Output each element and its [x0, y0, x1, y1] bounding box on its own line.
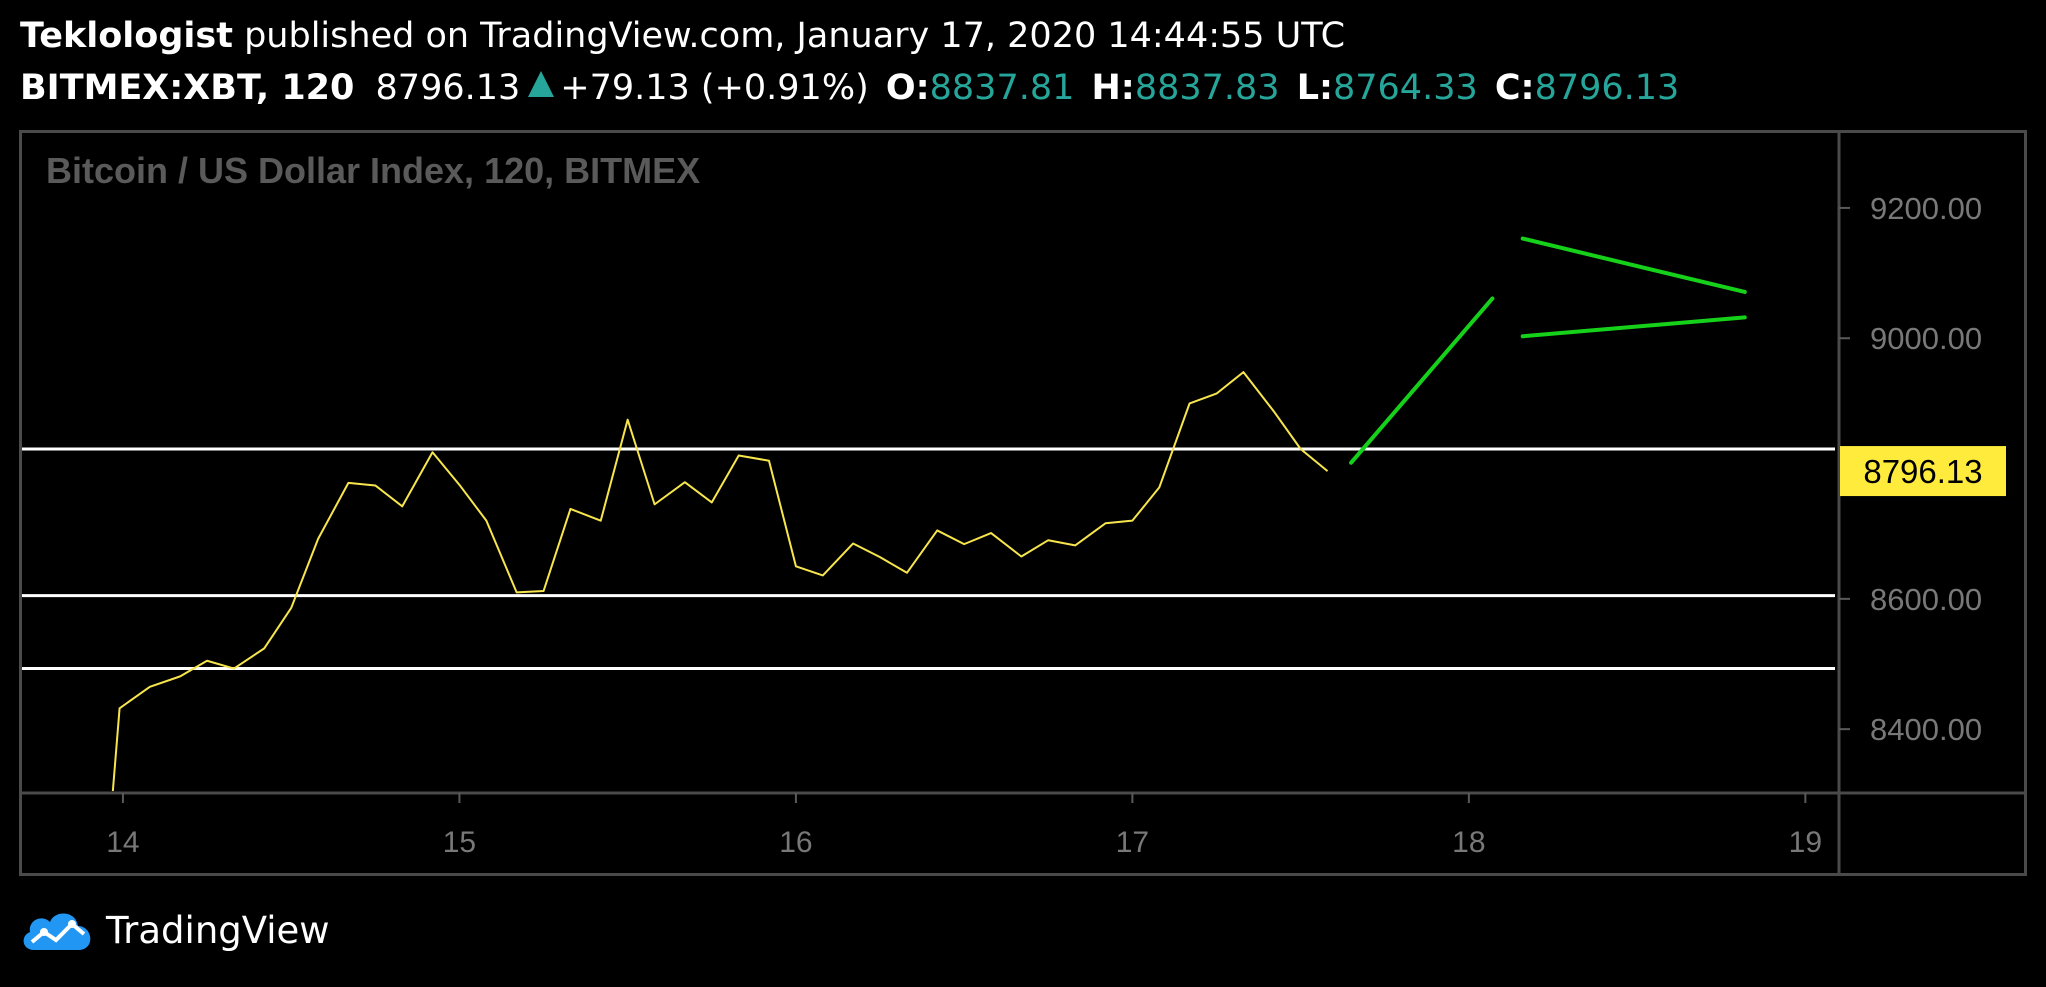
published-text: published on TradingView.com, January 17… — [244, 16, 1346, 56]
chart-title-watermark: Bitcoin / US Dollar Index, 120, BITMEX — [46, 150, 700, 191]
symbol-name[interactable]: BITMEX:XBT, 120 — [20, 68, 355, 108]
low-label: L: — [1296, 68, 1333, 108]
price-series-line-1 — [111, 371, 1329, 792]
publish-info: Teklologist published on TradingView.com… — [20, 14, 1345, 58]
low-value: 8764.33 — [1333, 68, 1478, 108]
high-value: 8837.83 — [1134, 68, 1280, 108]
open-label: O: — [885, 68, 930, 108]
y-tick-label-9200.00: 9200.00 — [1870, 191, 1982, 226]
x-tick-label-18: 18 — [1452, 826, 1485, 859]
y-tick-label-8600.00: 8600.00 — [1870, 582, 1982, 617]
open-value: 8837.81 — [929, 68, 1075, 108]
x-tick-label-19: 19 — [1789, 826, 1822, 859]
tradingview-brand[interactable]: TradingView — [106, 908, 330, 952]
last-price: 8796.13 — [375, 68, 521, 108]
close-value: 8796.13 — [1534, 68, 1680, 108]
x-tick-label-17: 17 — [1116, 826, 1149, 859]
chart-panel[interactable]: Bitcoin / US Dollar Index, 120, BITMEX 1… — [19, 130, 2027, 876]
projection-line-3 — [1520, 315, 1747, 339]
close-label: C: — [1494, 68, 1535, 108]
footer: TradingView — [20, 905, 330, 955]
y-tick-label-8400.00: 8400.00 — [1870, 712, 1982, 747]
symbol-info: BITMEX:XBT, 120 8796.13 +79.13 (+0.91%) O… — [20, 66, 1679, 110]
x-tick-label-16: 16 — [779, 826, 812, 859]
last-price-tag-bg — [1840, 446, 2006, 497]
up-triangle-icon — [528, 71, 555, 97]
tradingview-logo-icon[interactable] — [20, 906, 96, 954]
x-tick-label-15: 15 — [443, 826, 476, 859]
high-label: H: — [1091, 68, 1135, 108]
price-change: +79.13 (+0.91%) — [560, 68, 869, 108]
last-price-tag-label: 8796.13 — [1863, 453, 1982, 490]
y-tick-label-9000.00: 9000.00 — [1870, 321, 1982, 356]
last-price-tag: 8796.13 — [1840, 446, 2006, 497]
projection-line-2 — [1520, 236, 1747, 294]
x-tick-label-14: 14 — [106, 826, 139, 859]
author-name[interactable]: Teklologist — [20, 16, 233, 56]
projection-line-1 — [1349, 296, 1495, 465]
price-chart[interactable]: Bitcoin / US Dollar Index, 120, BITMEX 1… — [22, 133, 2024, 873]
